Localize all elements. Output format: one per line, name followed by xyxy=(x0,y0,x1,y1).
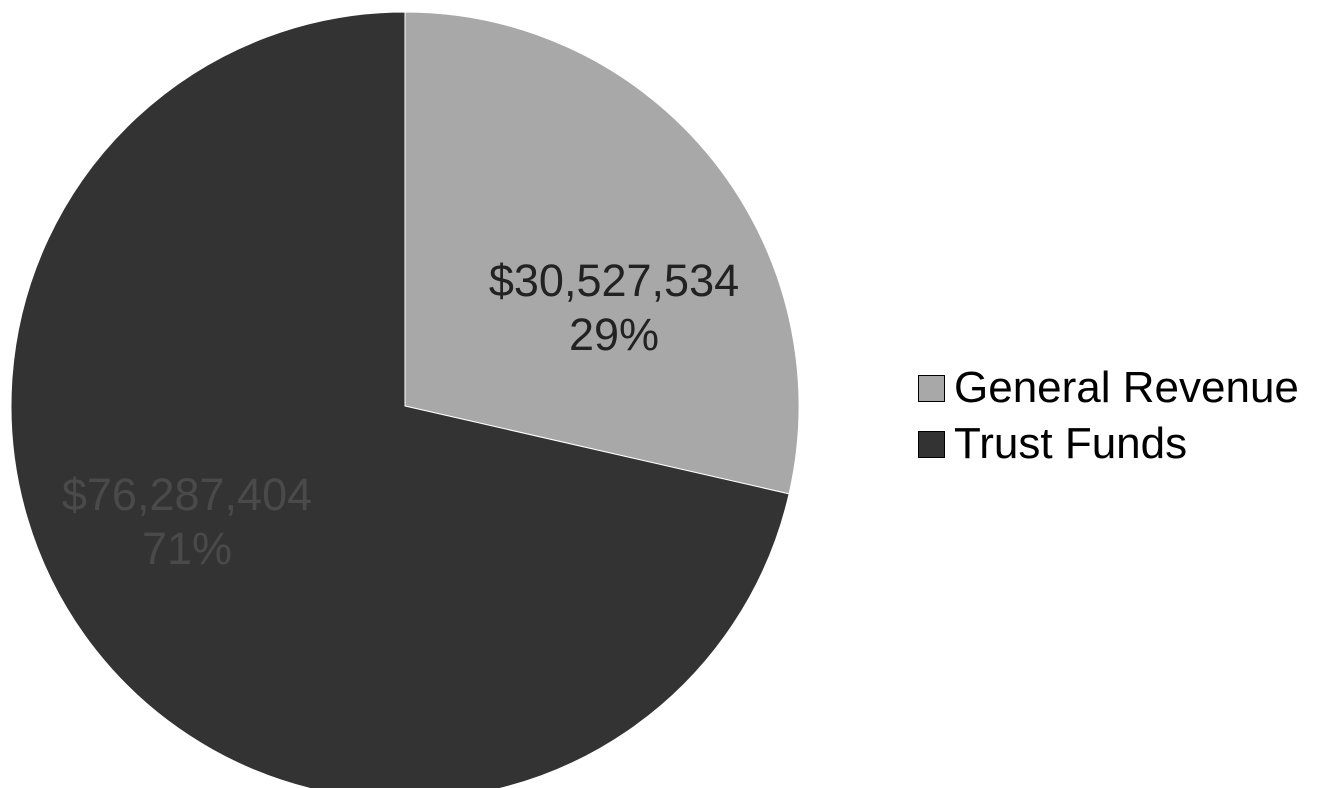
pie-slice-trust-funds xyxy=(10,11,790,788)
legend-item-trust-funds: Trust Funds xyxy=(918,416,1299,472)
chart-legend: General Revenue Trust Funds xyxy=(918,360,1299,472)
legend-swatch-general-revenue xyxy=(918,374,945,402)
legend-item-general-revenue: General Revenue xyxy=(918,360,1299,416)
pie-slices xyxy=(10,11,800,788)
legend-swatch-trust-funds xyxy=(918,430,945,458)
pie-slice-general-revenue xyxy=(404,11,800,495)
data-label-value-general-revenue: $30,527,534 xyxy=(489,255,739,306)
pie-data-labels: $30,527,534 29% $76,287,404 71% xyxy=(62,255,739,574)
data-label-percent-trust-funds: 71% xyxy=(142,523,232,574)
legend-label-trust-funds: Trust Funds xyxy=(954,419,1188,468)
legend-label-general-revenue: General Revenue xyxy=(954,363,1299,412)
data-label-value-trust-funds: $76,287,404 xyxy=(62,469,312,520)
pie-chart-canvas: $30,527,534 29% $76,287,404 71% xyxy=(10,11,800,788)
data-label-percent-general-revenue: 29% xyxy=(569,309,659,360)
